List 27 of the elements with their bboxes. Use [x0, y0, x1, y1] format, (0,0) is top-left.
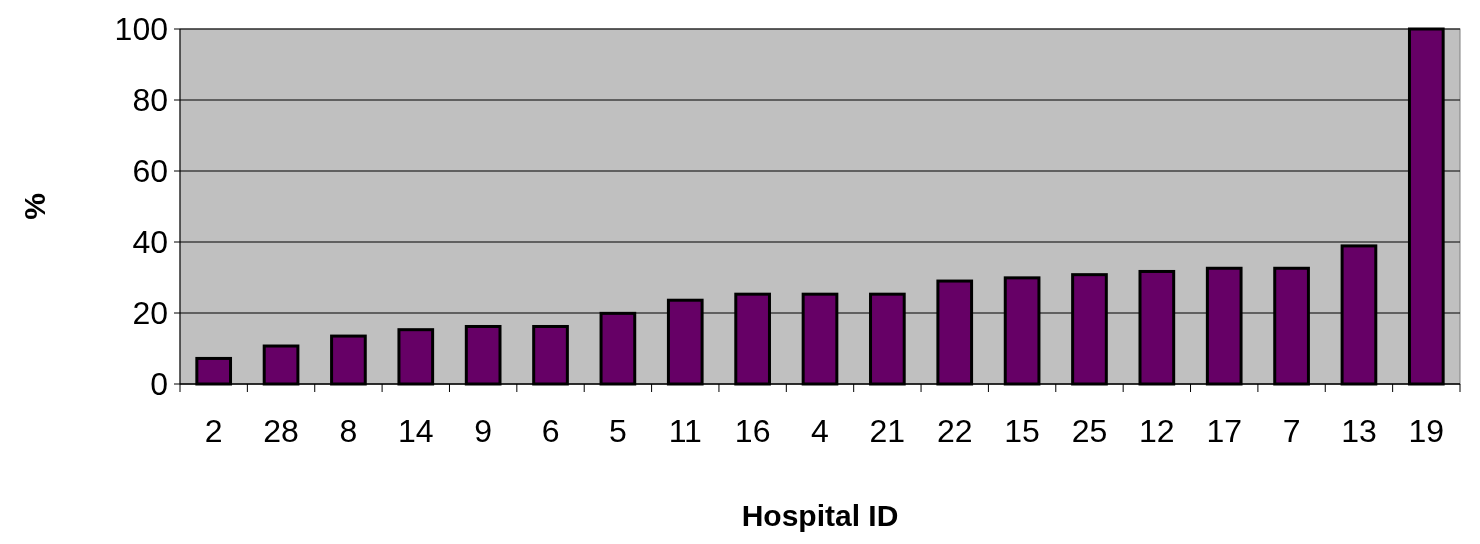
x-tick-label: 25 — [1071, 413, 1108, 449]
x-tick-label: 8 — [339, 413, 358, 449]
x-tick-label: 7 — [1282, 413, 1301, 449]
y-tick-label: 80 — [132, 82, 168, 119]
x-tick-label: 19 — [1408, 413, 1445, 449]
y-tick-label: 20 — [132, 295, 168, 332]
x-tick-label: 13 — [1341, 413, 1377, 449]
x-tick-label: 6 — [541, 413, 560, 449]
x-tick-label: 12 — [1139, 413, 1175, 449]
y-tick-label: 40 — [132, 224, 168, 261]
x-tick-label: 15 — [1004, 413, 1040, 449]
y-tick-label: 100 — [114, 11, 168, 48]
y-tick-label: 60 — [132, 153, 168, 190]
x-tick-label: 14 — [397, 413, 434, 449]
x-tick-label: 21 — [869, 413, 906, 449]
x-tick-label: 9 — [474, 413, 493, 449]
x-tick-label: 16 — [734, 413, 771, 449]
y-tick-label: 0 — [150, 366, 168, 403]
x-tick-label: 5 — [609, 413, 627, 449]
x-axis-title: Hospital ID — [741, 499, 899, 532]
x-tick-label: 2 — [204, 413, 223, 449]
x-tick-label: 17 — [1206, 413, 1243, 449]
x-tick-label: 4 — [811, 413, 829, 449]
x-tick-label: 28 — [263, 413, 299, 449]
y-axis-title: % — [18, 193, 51, 220]
x-tick-label: 11 — [668, 413, 702, 449]
x-tick-label: 22 — [936, 413, 973, 449]
